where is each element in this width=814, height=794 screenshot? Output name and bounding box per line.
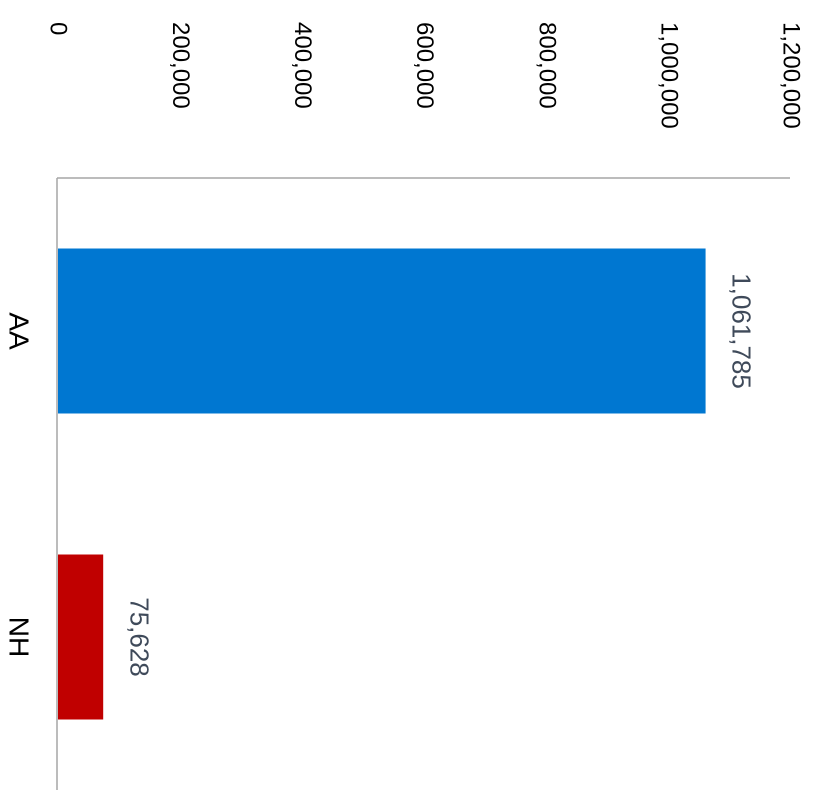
tick-label: 800,000	[533, 22, 560, 109]
data-labels: 1,061,785 75,628	[124, 273, 756, 677]
data-label: 1,061,785	[727, 273, 757, 389]
category-label: NH	[4, 617, 35, 657]
tick-label: 1,200,000	[778, 22, 805, 129]
tick-label: 1,000,000	[655, 22, 682, 129]
tick-label: 0	[45, 22, 72, 35]
axis-layer	[56, 177, 790, 790]
tick-label: 400,000	[289, 22, 316, 109]
bars	[58, 248, 706, 720]
tick-label: 600,000	[411, 22, 438, 109]
bar-aa	[58, 248, 706, 414]
value-axis-ticks: 0 200,000 400,000 600,000 800,000 1,000,000 1,…	[45, 22, 805, 129]
data-label: 75,628	[124, 597, 154, 677]
category-labels: AA NH	[4, 312, 35, 657]
category-label: AA	[4, 312, 35, 350]
bar-nh	[58, 554, 104, 720]
tick-label: 200,000	[167, 22, 194, 109]
